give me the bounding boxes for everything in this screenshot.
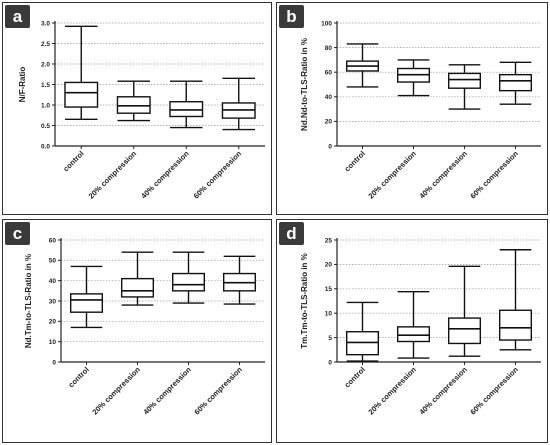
x-tick-label: 20% compression xyxy=(366,149,418,201)
y-tick-label: 2.5 xyxy=(41,41,50,48)
box-iqr xyxy=(120,277,155,298)
box-iqr xyxy=(396,326,431,343)
y-tick-label: 40 xyxy=(325,94,333,101)
panel-a: a 0.0 0.5 1.0 1.5 2.0 2.5 3.0 N/F-Ratio control 2… xyxy=(2,2,272,215)
x-tick-label: control xyxy=(343,365,367,389)
y-tick-label: 80 xyxy=(325,45,333,52)
y-tick-label: 0 xyxy=(328,143,332,150)
box-iqr xyxy=(171,272,206,292)
y-tick-label: 30 xyxy=(49,298,57,305)
boxplot-chart: 0 10 20 30 40 50 60 Nd.Tm-to-TLS-Ratio in % cont… xyxy=(24,237,265,417)
box-iqr xyxy=(69,293,104,313)
panel-label: a xyxy=(5,5,30,28)
x-tick-label: control xyxy=(343,149,367,173)
y-tick-label: 3.0 xyxy=(41,20,50,27)
boxplot-chart: 0 20 40 60 80 100 Nd.Nd-to-TLS-Ratio in % contr… xyxy=(300,20,541,201)
y-tick-label: 20 xyxy=(49,319,57,326)
box-2 xyxy=(116,80,151,122)
y-tick-label: 25 xyxy=(325,237,333,244)
panel-label: d xyxy=(279,222,304,245)
y-tick-label: 1.5 xyxy=(41,82,50,89)
x-tick-label: 60% compression xyxy=(468,365,520,417)
y-tick-label: 0 xyxy=(52,359,56,366)
y-tick-label: 1.0 xyxy=(41,102,50,109)
box-1 xyxy=(69,265,104,329)
x-tick-label: control xyxy=(61,149,85,173)
panel-c: c 0 10 20 30 40 50 60 Nd.Tm-to-TLS-Ratio in % co… xyxy=(2,219,272,443)
box-iqr xyxy=(64,81,99,108)
boxplot-chart: 0.0 0.5 1.0 1.5 2.0 2.5 3.0 N/F-Ratio control 20%… xyxy=(18,20,265,201)
y-tick-label: 0.0 xyxy=(41,143,50,150)
panel-d: d 0 5 10 15 20 25 Tm.Tm-to-TLS-Ratio in % contr… xyxy=(276,219,548,443)
box-2 xyxy=(396,291,431,359)
box-iqr xyxy=(169,101,204,118)
x-tick-label: control xyxy=(67,365,91,389)
y-tick-label: 50 xyxy=(49,258,57,265)
panel-b: b 0 20 40 60 80 100 Nd.Nd-to-TLS-Ratio in % con… xyxy=(276,2,548,215)
y-tick-label: 15 xyxy=(325,286,333,293)
panel-label: b xyxy=(279,5,304,28)
box-4 xyxy=(498,249,533,351)
box-3 xyxy=(447,64,482,110)
y-axis-label: Nd.Tm-to-TLS-Ratio in % xyxy=(24,254,33,348)
y-tick-label: 5 xyxy=(328,335,332,342)
box-iqr xyxy=(447,72,482,89)
x-tick-label: 60% compression xyxy=(192,365,244,417)
y-axis-label: Tm.Tm-to-TLS-Ratio in % xyxy=(300,253,309,349)
box-3 xyxy=(171,251,206,304)
x-tick-label: 40% compression xyxy=(141,365,193,417)
box-iqr xyxy=(498,73,533,92)
box-4 xyxy=(498,61,533,105)
box-iqr xyxy=(116,96,151,114)
box-4 xyxy=(222,255,257,305)
x-tick-label: 20% compression xyxy=(87,149,139,201)
box-4 xyxy=(221,77,256,131)
y-tick-label: 0.5 xyxy=(41,123,50,130)
y-tick-label: 100 xyxy=(321,20,332,27)
box-1 xyxy=(64,25,99,121)
y-tick-label: 0 xyxy=(328,359,332,366)
y-tick-label: 2.0 xyxy=(41,61,50,68)
y-tick-label: 20 xyxy=(325,262,333,269)
y-tick-label: 20 xyxy=(325,119,333,126)
y-axis-label: Nd.Nd-to-TLS-Ratio in % xyxy=(300,38,309,131)
panel-label: c xyxy=(5,222,30,245)
box-2 xyxy=(396,59,431,97)
y-tick-label: 60 xyxy=(49,237,57,244)
box-3 xyxy=(169,80,204,129)
box-iqr xyxy=(447,317,482,345)
y-tick-label: 10 xyxy=(325,311,333,318)
box-iqr xyxy=(498,309,533,341)
y-tick-label: 40 xyxy=(49,278,57,285)
box-1 xyxy=(345,43,380,88)
x-tick-label: 40% compression xyxy=(417,149,469,201)
x-tick-label: 60% compression xyxy=(468,149,520,201)
x-tick-label: 20% compression xyxy=(366,365,418,417)
boxplot-chart: 0 5 10 15 20 25 Tm.Tm-to-TLS-Ratio in % control… xyxy=(300,237,541,417)
y-axis-label: N/F-Ratio xyxy=(18,67,27,103)
x-tick-label: 60% compression xyxy=(192,149,244,201)
y-tick-label: 10 xyxy=(49,339,57,346)
y-tick-label: 60 xyxy=(325,70,333,77)
box-3 xyxy=(447,265,482,357)
x-tick-label: 40% compression xyxy=(417,365,469,417)
box-1 xyxy=(345,301,380,362)
x-tick-label: 40% compression xyxy=(139,149,191,201)
box-2 xyxy=(120,251,155,306)
x-tick-label: 20% compression xyxy=(90,365,142,417)
